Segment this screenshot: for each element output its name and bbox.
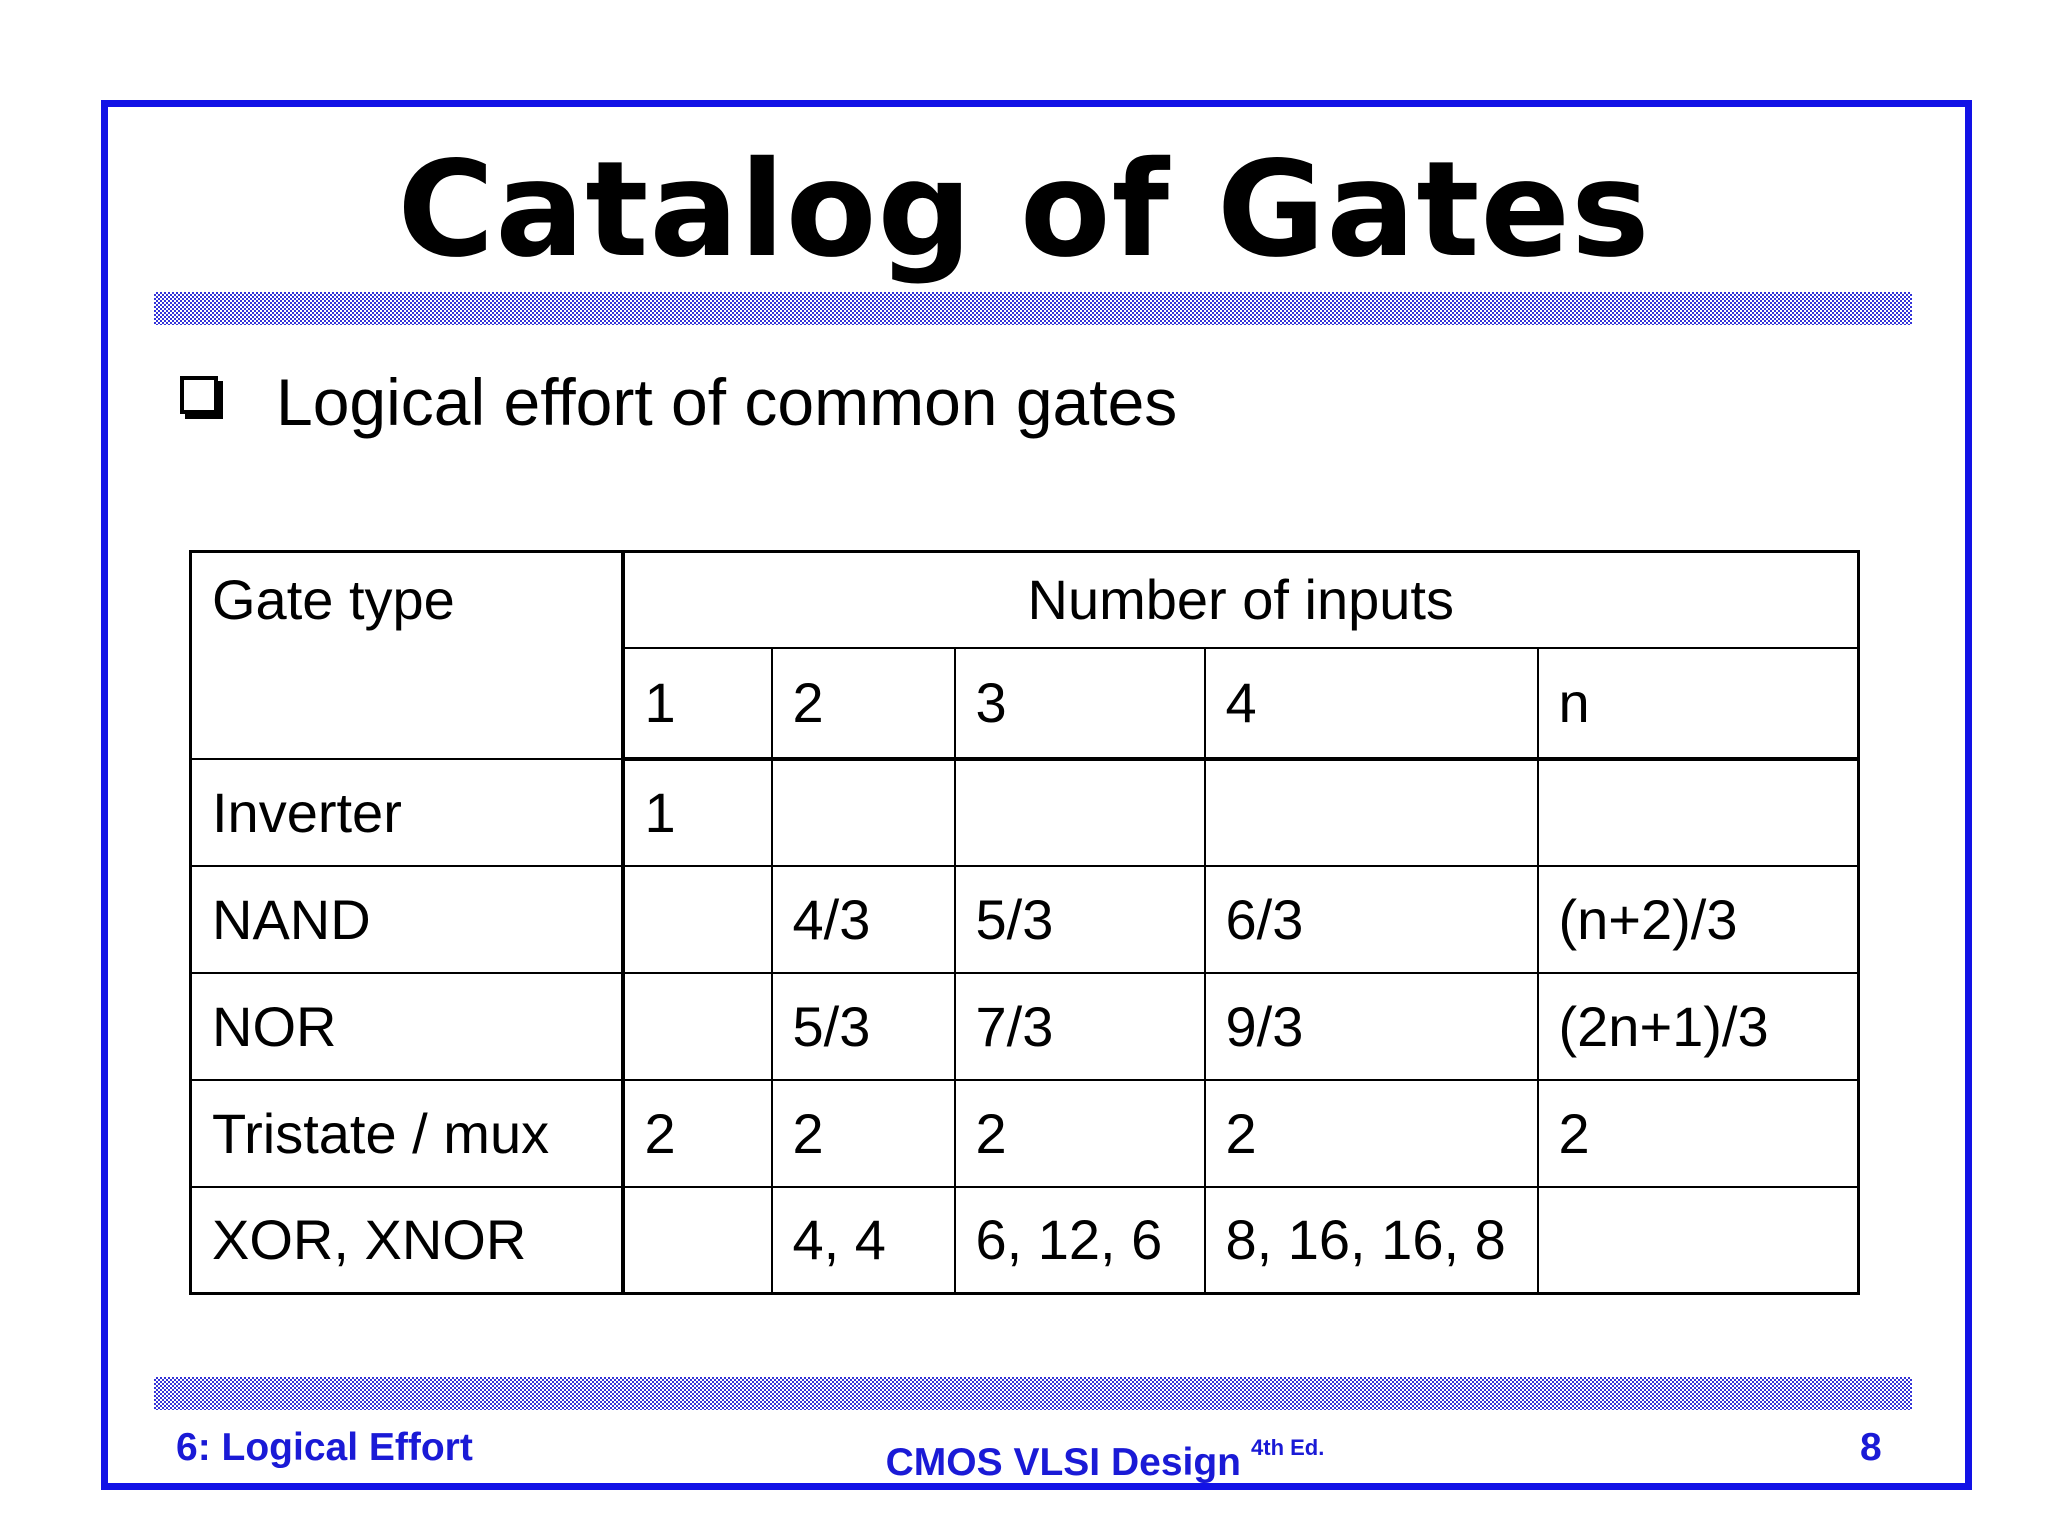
footer-page-number: 8 (1860, 1426, 1882, 1469)
table-row: Inverter 1 (189, 757, 1860, 867)
bottom-divider (154, 1377, 1912, 1410)
table-cell (1203, 757, 1539, 867)
table-cell: 1 (621, 757, 773, 867)
table-cell (621, 971, 773, 1081)
row-gate-name: NOR (189, 971, 625, 1081)
header-number-of-inputs: Number of inputs (621, 550, 1860, 649)
table-cell: (n+2)/3 (1536, 864, 1860, 974)
footer-chapter: 6: Logical Effort (176, 1426, 473, 1469)
footer-edition: 4th Ed. (1251, 1435, 1325, 1460)
table-cell: 6/3 (1203, 864, 1539, 974)
table-row: NAND 4/3 5/3 6/3 (n+2)/3 (189, 864, 1860, 974)
footer-course-name: CMOS VLSI Design (885, 1441, 1242, 1484)
table-cell: (2n+1)/3 (1536, 971, 1860, 1081)
slide-title: Catalog of Gates (397, 133, 1651, 287)
square-bullet-icon (180, 376, 218, 414)
table-cell: 8, 16, 16, 8 (1203, 1185, 1539, 1295)
table-cell: 2 (1203, 1078, 1539, 1188)
table-cell: 2 (770, 1078, 956, 1188)
table-cell: 2 (1536, 1078, 1860, 1188)
table-cell (621, 1185, 773, 1295)
table-cell (1536, 757, 1860, 867)
table-cell (1536, 1185, 1860, 1295)
table-cell (953, 757, 1206, 867)
row-gate-name: Tristate / mux (189, 1078, 625, 1188)
header-col-3: 3 (953, 646, 1206, 761)
header-col-1: 1 (621, 646, 773, 761)
table-cell: 5/3 (953, 864, 1206, 974)
table-cell: 9/3 (1203, 971, 1539, 1081)
table-cell: 4/3 (770, 864, 956, 974)
bullet-item: Logical effort of common gates (180, 362, 1177, 442)
table-cell: 2 (953, 1078, 1206, 1188)
table-header-row: Gate type Number of inputs (189, 550, 1860, 760)
table-cell: 7/3 (953, 971, 1206, 1081)
table-cell: 5/3 (770, 971, 956, 1081)
header-col-n: n (1536, 646, 1860, 761)
bullet-text: Logical effort of common gates (276, 365, 1178, 439)
footer-course-title: CMOS VLSI Design 4th Ed. (0, 1424, 2048, 1487)
header-col-2: 2 (770, 646, 956, 761)
header-col-4: 4 (1203, 646, 1539, 761)
logical-effort-table: Gate type Number of inputs 1 2 3 4 n Inv… (189, 550, 1861, 1295)
row-gate-name: NAND (189, 864, 625, 974)
table-row: NOR 5/3 7/3 9/3 (2n+1)/3 (189, 971, 1860, 1081)
table-row: XOR, XNOR 4, 4 6, 12, 6 8, 16, 16, 8 (189, 1185, 1860, 1295)
header-gate-type: Gate type (189, 550, 625, 760)
row-gate-name: XOR, XNOR (189, 1185, 625, 1295)
table-subheader-row: 1 2 3 4 n (191, 646, 1860, 761)
top-divider (154, 292, 1912, 325)
table-cell (621, 864, 773, 974)
table-cell: 4, 4 (770, 1185, 956, 1295)
table-cell: 6, 12, 6 (953, 1185, 1206, 1295)
table-row: Tristate / mux 2 2 2 2 2 (189, 1078, 1860, 1188)
table-cell: 2 (621, 1078, 773, 1188)
table-cell (770, 757, 956, 867)
row-gate-name: Inverter (189, 757, 625, 867)
